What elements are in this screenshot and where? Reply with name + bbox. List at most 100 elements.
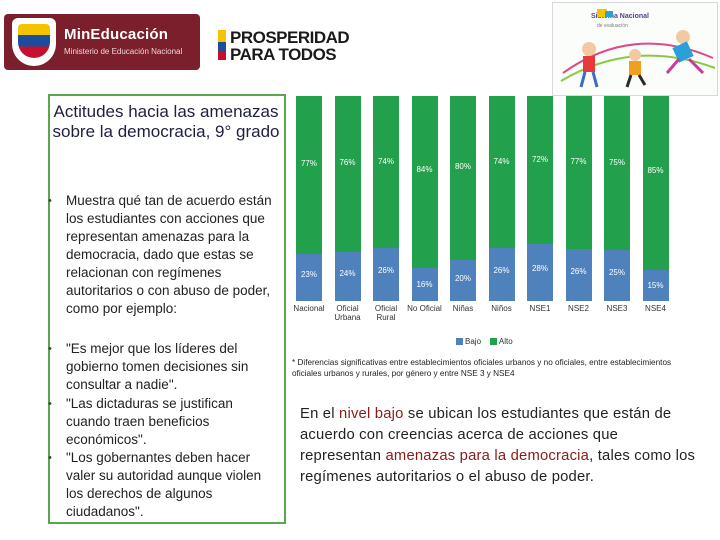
category-label-line: Niños	[491, 304, 512, 313]
label-alto-7: 77%	[570, 157, 587, 167]
bar-bajo-1	[334, 251, 361, 301]
bullet-item: • "Es mejor que los líderes del gobierno…	[48, 340, 280, 394]
category-label-1: Oficial Urbana	[327, 304, 369, 322]
highlight-nivel-bajo: nivel bajo	[339, 406, 404, 422]
bar-bajo-4	[450, 260, 476, 301]
program-title: Sistema Nacional	[591, 13, 649, 20]
category-label-line: NSE2	[568, 304, 589, 313]
category-label-line: NSE4	[645, 304, 666, 313]
category-label-8: NSE3	[596, 304, 638, 313]
program-illustration: Sistema Nacional de evaluación	[552, 2, 718, 96]
label-bajo-2: 26%	[377, 266, 394, 276]
label-alto-4: 80%	[454, 161, 471, 171]
highlight-amenazas: amenazas para la democracia	[385, 448, 590, 464]
conclusion-part-2: se ubican los estudiantes que están de a…	[300, 406, 672, 464]
category-label-line: Oficial	[336, 304, 359, 313]
chart-footnote: * Diferencias significativas entre estab…	[292, 358, 672, 378]
label-alto-5: 74%	[493, 156, 510, 166]
bar-alto-3	[411, 96, 438, 269]
legend-swatch-alto	[489, 338, 497, 346]
category-label-4: Niñas	[442, 304, 484, 313]
label-alto-0: 77%	[300, 159, 317, 169]
prosperidad-logo: PROSPERIDAD PARA TODOS	[218, 28, 350, 66]
bar-alto-1	[334, 96, 361, 252]
bar-alto-9	[642, 96, 669, 271]
label-bajo-5: 26%	[493, 266, 510, 276]
category-label-5: Niños	[481, 304, 523, 313]
conclusion-text: En el nivel bajo se ubican los estudiant…	[300, 404, 700, 488]
bullet-item: • Muestra qué tan de acuerdo están los e…	[48, 192, 280, 318]
bar-bajo-0	[296, 253, 322, 301]
legend-label-alto: Alto	[498, 337, 513, 346]
shield-emblem	[18, 24, 50, 58]
bar-alto-7	[565, 96, 592, 250]
bar-alto-5	[488, 96, 515, 248]
category-label-line: Rural	[376, 313, 396, 322]
bar-bajo-5	[488, 247, 515, 301]
label-bajo-1: 24%	[339, 269, 356, 279]
bar-bajo-7	[565, 249, 592, 301]
bullet-dot-icon: •	[48, 195, 52, 207]
page-title: Actitudes hacia las amenazas sobre la de…	[52, 102, 280, 141]
bar-bajo-8	[604, 249, 630, 301]
label-alto-8: 75%	[608, 157, 625, 167]
program-subtitle: de evaluación	[597, 23, 628, 29]
colombia-shield-icon	[12, 18, 56, 66]
bullet-text: "Es mejor que los líderes del gobierno t…	[66, 341, 249, 392]
ministry-name: MinEducación	[64, 26, 169, 43]
bar-bajo-3	[411, 268, 438, 301]
category-label-7: NSE2	[558, 304, 600, 313]
bullet-item: • "Los gobernantes deben hacer valer su …	[48, 449, 280, 521]
label-bajo-3: 16%	[416, 279, 433, 289]
legend-swatch-bajo	[456, 338, 463, 346]
category-label-0: Nacional	[288, 304, 330, 313]
category-label-6: NSE1	[519, 304, 561, 313]
bar-alto-2	[373, 96, 399, 248]
chart-legend: Bajo Alto	[456, 337, 513, 346]
label-bajo-0: 23%	[300, 270, 317, 280]
flag-stripe-icon	[218, 30, 226, 60]
slogan-line-1: PROSPERIDAD	[230, 28, 350, 47]
category-label-line: Niñas	[452, 304, 474, 313]
description-panel: Actitudes hacia las amenazas sobre la de…	[48, 94, 286, 524]
bullet-dot-icon: •	[48, 452, 52, 464]
bar-bajo-6	[527, 243, 553, 301]
label-bajo-8: 25%	[608, 267, 625, 277]
bar-bajo-9	[642, 270, 669, 301]
bar-alto-4	[450, 96, 476, 260]
category-label-line: Urbana	[334, 313, 361, 322]
bullet-dot-icon: •	[48, 398, 52, 410]
label-bajo-9: 15%	[647, 281, 664, 290]
category-label-3: No Oficial	[404, 304, 446, 313]
slogan-line-2: PARA TODOS	[230, 45, 337, 64]
label-alto-6: 72%	[531, 155, 548, 165]
category-label-line: NSE1	[529, 304, 551, 313]
category-label-line: Nacional	[293, 304, 325, 313]
ministry-subtitle: Ministerio de Educación Nacional	[64, 47, 183, 56]
bullet-item: • "Las dictaduras se justifican cuando t…	[48, 395, 280, 449]
label-bajo-6: 28%	[531, 263, 548, 273]
legend-label-bajo: Bajo	[465, 337, 482, 346]
bar-alto-8	[604, 96, 630, 250]
bullet-text: "Los gobernantes deben hacer valer su au…	[66, 450, 262, 519]
label-alto-2: 74%	[377, 156, 394, 166]
label-alto-3: 84%	[416, 164, 433, 174]
category-label-2: Oficial Rural	[365, 304, 407, 322]
stacked-bar-chart: 77% 23% Nacional 76% 24% Oficial Urbana 74% 26% O…	[288, 96, 680, 358]
label-alto-1: 76%	[339, 158, 356, 168]
category-label-9: NSE4	[635, 304, 677, 313]
mineducacion-logo: MinEducación Ministerio de Educación Nac…	[4, 14, 200, 70]
category-label-line: Oficial	[374, 304, 398, 313]
bar-alto-0	[296, 96, 322, 254]
label-alto-9: 85%	[647, 165, 664, 175]
bullet-text: "Las dictaduras se justifican cuando tra…	[66, 396, 233, 447]
bullet-text: Muestra qué tan de acuerdo están los est…	[66, 193, 272, 316]
bar-alto-6	[527, 96, 553, 244]
label-bajo-7: 26%	[570, 267, 587, 277]
conclusion-part-3: , tales como los regímenes autoritarios …	[300, 448, 696, 485]
category-label-line: No Oficial	[407, 304, 442, 313]
bullet-dot-icon: •	[48, 343, 52, 355]
bar-bajo-2	[373, 247, 399, 301]
kids-playing-icon	[560, 9, 716, 88]
conclusion-part-1: En el	[300, 406, 340, 422]
